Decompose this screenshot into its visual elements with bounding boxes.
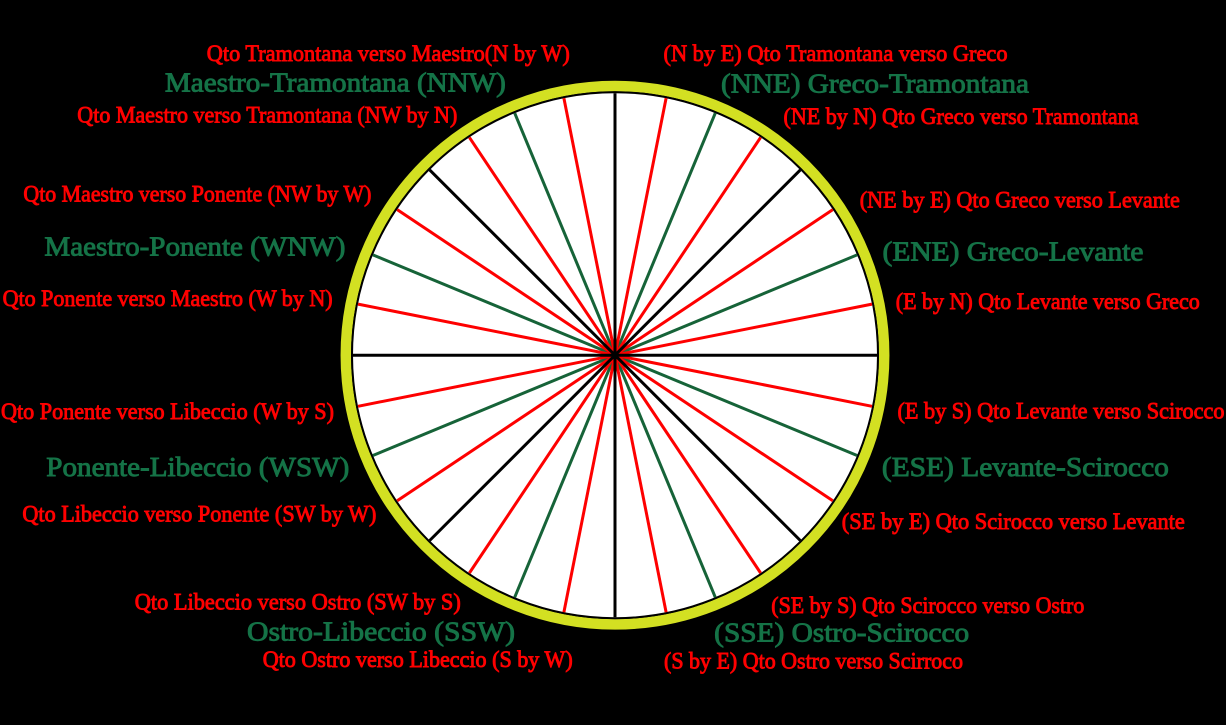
svg-text:(NE by N) Qto Greco verso Tram: (NE by N) Qto Greco verso Tramontana	[784, 104, 1139, 129]
svg-text:(E by N) Qto Levante verso Gre: (E by N) Qto Levante verso Greco	[896, 289, 1200, 314]
svg-text:(NNE) Greco-Tramontana: (NNE) Greco-Tramontana	[721, 68, 1029, 99]
svg-text:Qto Tramontana verso Maestro(N: Qto Tramontana verso Maestro(N by W)	[207, 41, 570, 66]
svg-text:(N by E) Qto Tramontana verso: (N by E) Qto Tramontana verso Greco	[664, 41, 1008, 66]
svg-text:Maestro-Ponente (WNW): Maestro-Ponente (WNW)	[44, 231, 345, 262]
svg-text:(S by E) Qto Ostro verso Scirr: (S by E) Qto Ostro verso Scirroco	[664, 649, 963, 674]
svg-text:(E by S) Qto Levante verso Sci: (E by S) Qto Levante verso Scirocco	[898, 399, 1225, 424]
svg-text:Qto Libeccio verso Ponente (SW: Qto Libeccio verso Ponente (SW by W)	[22, 502, 376, 527]
svg-text:Ponente-Libeccio (WSW): Ponente-Libeccio (WSW)	[46, 451, 349, 482]
svg-text:(ENE) Greco-Levante: (ENE) Greco-Levante	[883, 235, 1144, 266]
svg-text:Qto Maestro verso Tramontana (: Qto Maestro verso Tramontana (NW by N)	[77, 102, 457, 127]
svg-text:Ostro-Libeccio (SSW): Ostro-Libeccio (SSW)	[247, 616, 515, 647]
svg-text:Qto Libeccio verso Ostro (SW b: Qto Libeccio verso Ostro (SW by S)	[135, 589, 461, 614]
svg-text:(SSE) Ostro-Scirocco: (SSE) Ostro-Scirocco	[714, 616, 969, 647]
svg-text:(NE by E) Qto Greco verso Leva: (NE by E) Qto Greco verso Levante	[860, 187, 1180, 212]
svg-text:Qto Maestro verso Ponente (NW: Qto Maestro verso Ponente (NW by W)	[23, 181, 371, 206]
svg-text:Maestro-Tramontana (NNW): Maestro-Tramontana (NNW)	[165, 67, 506, 98]
svg-text:(ESE) Levante-Scirocco: (ESE) Levante-Scirocco	[882, 451, 1169, 482]
svg-text:(SE by E) Qto Scirocco verso L: (SE by E) Qto Scirocco verso Levante	[842, 509, 1185, 534]
svg-text:Qto Ponente verso Maestro (W b: Qto Ponente verso Maestro (W by N)	[3, 286, 333, 311]
svg-text:(SE by S) Qto Scirocco verso O: (SE by S) Qto Scirocco verso Ostro	[771, 593, 1084, 618]
svg-text:Qto Ostro verso Libeccio (S by: Qto Ostro verso Libeccio (S by W)	[263, 647, 573, 672]
svg-text:Qto Ponente verso Libeccio (W: Qto Ponente verso Libeccio (W by S)	[1, 399, 334, 424]
